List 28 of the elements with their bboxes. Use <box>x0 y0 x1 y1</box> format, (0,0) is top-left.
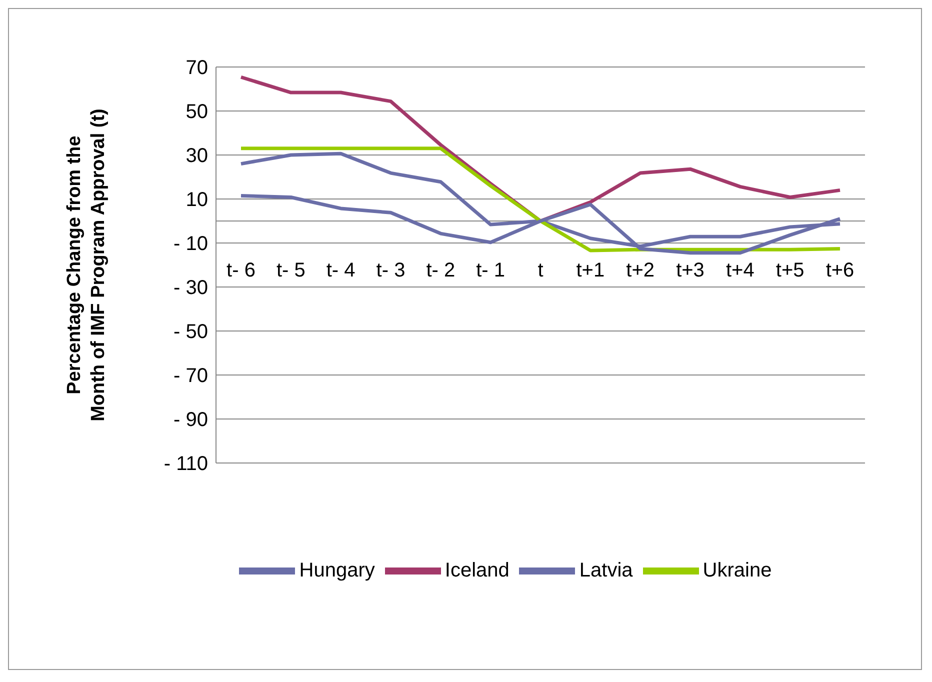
y-tick-label: - 110 <box>164 453 208 476</box>
x-tick-label: t- 1 <box>476 260 506 282</box>
x-tick-label: t- 3 <box>376 260 406 282</box>
legend-label: Hungary <box>299 559 375 582</box>
x-tick-label: t <box>538 260 544 282</box>
x-tick-label: t- 5 <box>276 260 306 282</box>
y-tick-label: - 10 <box>174 233 208 256</box>
x-tick-label: t+4 <box>726 260 754 282</box>
x-tick-label: t+5 <box>776 260 804 282</box>
x-tick-label: t- 2 <box>426 260 456 282</box>
legend-label: Iceland <box>444 559 510 582</box>
y-tick-label: 30 <box>186 145 208 168</box>
x-tick-label: t- 6 <box>226 260 256 282</box>
x-tick-label: t+6 <box>826 260 854 282</box>
y-axis-title: Percentage Change from the Month of IMF Program Approval (t) <box>64 108 109 422</box>
y-tick-label: 10 <box>186 189 208 212</box>
y-tick-label: - 50 <box>174 321 208 344</box>
x-tick-label: t- 4 <box>326 260 356 282</box>
x-tick-label: t+1 <box>576 260 605 282</box>
y-tick-label: - 30 <box>174 277 208 300</box>
y-tick-label: - 70 <box>174 365 208 388</box>
x-tick-label: t+3 <box>676 260 704 282</box>
x-tick-label: t+2 <box>626 260 655 282</box>
y-tick-label: 70 <box>186 57 208 80</box>
y-tick-label: - 90 <box>174 409 208 432</box>
y-tick-label: 50 <box>186 101 208 124</box>
legend-label: Ukraine <box>702 559 772 582</box>
legend-label: Latvia <box>579 559 633 582</box>
